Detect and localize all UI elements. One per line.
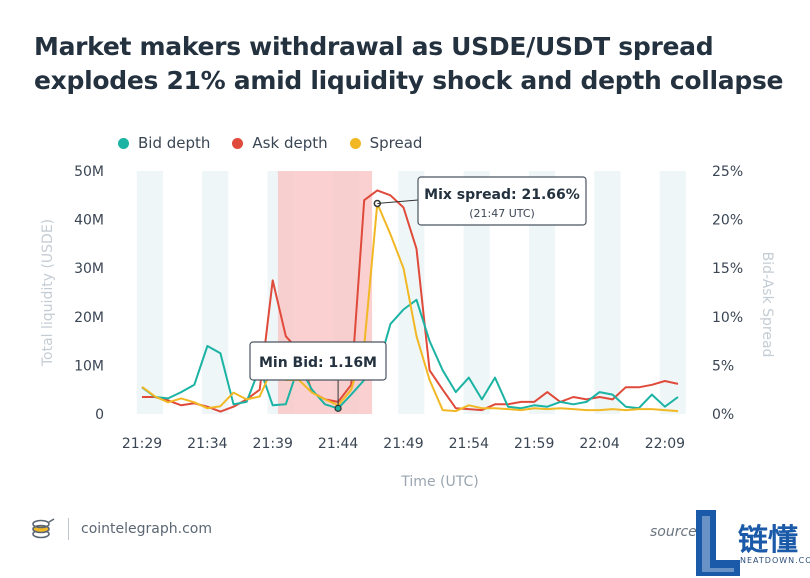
y2-tick-label: 5% [712, 358, 734, 374]
legend-dot-ask [232, 137, 244, 149]
annotation-box-bid [249, 341, 387, 381]
annotation-box-spread [417, 176, 587, 226]
footer-separator [68, 518, 69, 540]
y-tick-label: 30M [74, 261, 104, 277]
legend-label-spread: Spread [369, 134, 423, 152]
y-tick-label: 50M [74, 164, 104, 180]
legend-label-ask: Ask depth [252, 134, 328, 152]
x-axis-title: Time (UTC) [400, 474, 478, 490]
x-tick-label: 21:44 [318, 436, 358, 452]
annotation-label-bid: Min Bid: 1.16M [259, 355, 377, 371]
x-tick-label: 21:34 [187, 436, 227, 452]
x-tick-label: 21:49 [383, 436, 423, 452]
watermark-text: 链懂 [738, 523, 798, 558]
y2-tick-label: 15% [712, 261, 743, 277]
legend: Bid depth Ask depth Spread [118, 134, 422, 152]
chart-title: Market makers withdrawal as USDE/USDT sp… [34, 32, 784, 95]
y-tick-label: 0 [95, 407, 104, 423]
series-line-ask-depth [142, 189, 679, 413]
legend-dot-bid [118, 137, 129, 149]
x-tick-label: 21:54 [449, 436, 489, 452]
legend-item-spread: Spread [349, 134, 423, 152]
legend-dot-spread [349, 137, 361, 149]
footer: cointelegraph.com [30, 518, 212, 540]
y2-tick-label: 25% [712, 164, 743, 180]
annotation-point-bid [334, 404, 342, 412]
footer-source: source [650, 524, 697, 540]
y2-tick-label: 0% [712, 407, 734, 423]
y-tick-label: 20M [74, 310, 104, 326]
watermark-subtext: NEATDOWN.COM [740, 556, 810, 565]
x-tick-label: 22:09 [645, 436, 685, 452]
y2-tick-label: 20% [712, 213, 743, 229]
y2-tick-label: 10% [712, 310, 743, 326]
annotation-sublabel-spread: (21:47 UTC) [469, 207, 535, 220]
x-tick-label: 21:39 [253, 436, 293, 452]
legend-label-bid: Bid depth [138, 134, 211, 152]
series-line-spread [141, 202, 679, 413]
y-tick-label: 10M [74, 358, 104, 374]
x-tick-label: 21:29 [122, 436, 162, 452]
y-tick-label: 40M [74, 213, 104, 229]
x-tick-label: 22:04 [579, 436, 619, 452]
plot-band [594, 171, 621, 414]
y-axis-title: Total liquidity (USDE) [40, 219, 56, 367]
watermark-logo-icon [696, 510, 740, 576]
annotation-leader-spread [377, 199, 419, 204]
plot-band [136, 171, 163, 414]
cointelegraph-logo-icon [32, 518, 55, 539]
annotation-label-spread: Mix spread: 21.66% [424, 187, 580, 203]
x-tick-label: 21:59 [514, 436, 554, 452]
legend-item-ask-depth: Ask depth [232, 134, 328, 152]
y2-axis-title: Bid-Ask Spread [759, 252, 775, 358]
plot-band [202, 171, 229, 414]
footer-brand[interactable]: cointelegraph.com [81, 521, 212, 537]
plot-band [659, 171, 686, 414]
legend-item-bid-depth: Bid depth [118, 134, 210, 152]
